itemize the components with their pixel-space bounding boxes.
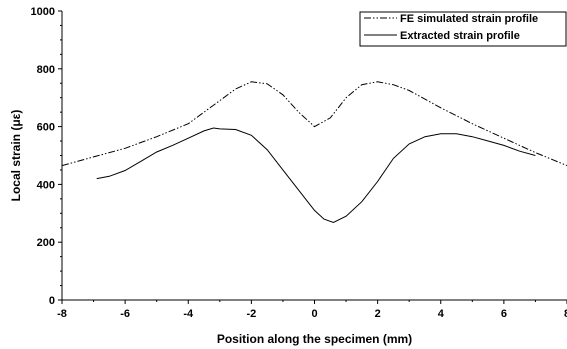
x-tick-label: 8	[564, 308, 567, 320]
y-axis: 0 200 400 600 800 1000	[31, 6, 63, 307]
x-tick-label: 2	[375, 308, 381, 320]
x-axis-title: Position along the specimen (mm)	[217, 332, 412, 346]
y-tick-label: 1000	[31, 6, 55, 18]
y-tick-label: 600	[37, 122, 55, 134]
x-tick-label: 6	[501, 308, 507, 320]
y-tick-label: 200	[37, 237, 55, 249]
y-tick-label: 0	[49, 295, 55, 307]
x-tick-label: -6	[120, 308, 130, 320]
y-ticks: 0 200 400 600 800 1000	[31, 6, 62, 307]
x-ticks: -8 -6 -4 -2 0 2 4 6 8	[57, 300, 567, 320]
series-layer	[61, 81, 567, 224]
x-axis: -8 -6 -4 -2 0 2 4 6 8	[57, 299, 567, 320]
y-axis-title: Local strain (με)	[9, 110, 23, 202]
y-tick-label: 400	[37, 179, 55, 191]
series-line-0	[61, 81, 567, 167]
legend-box	[359, 11, 567, 47]
legend-label-fe: FE simulated strain profile	[400, 13, 538, 25]
x-tick-label: 4	[438, 308, 445, 320]
x-tick-label: -4	[183, 308, 194, 320]
x-tick-label: -8	[57, 308, 67, 320]
x-tick-label: -2	[246, 308, 256, 320]
legend-label-extracted: Extracted strain profile	[400, 30, 520, 42]
series-line-1	[96, 127, 536, 224]
y-tick-label: 800	[37, 64, 55, 76]
x-tick-label: 0	[311, 308, 317, 320]
legend: FE simulated strain profile Extracted st…	[359, 11, 567, 47]
